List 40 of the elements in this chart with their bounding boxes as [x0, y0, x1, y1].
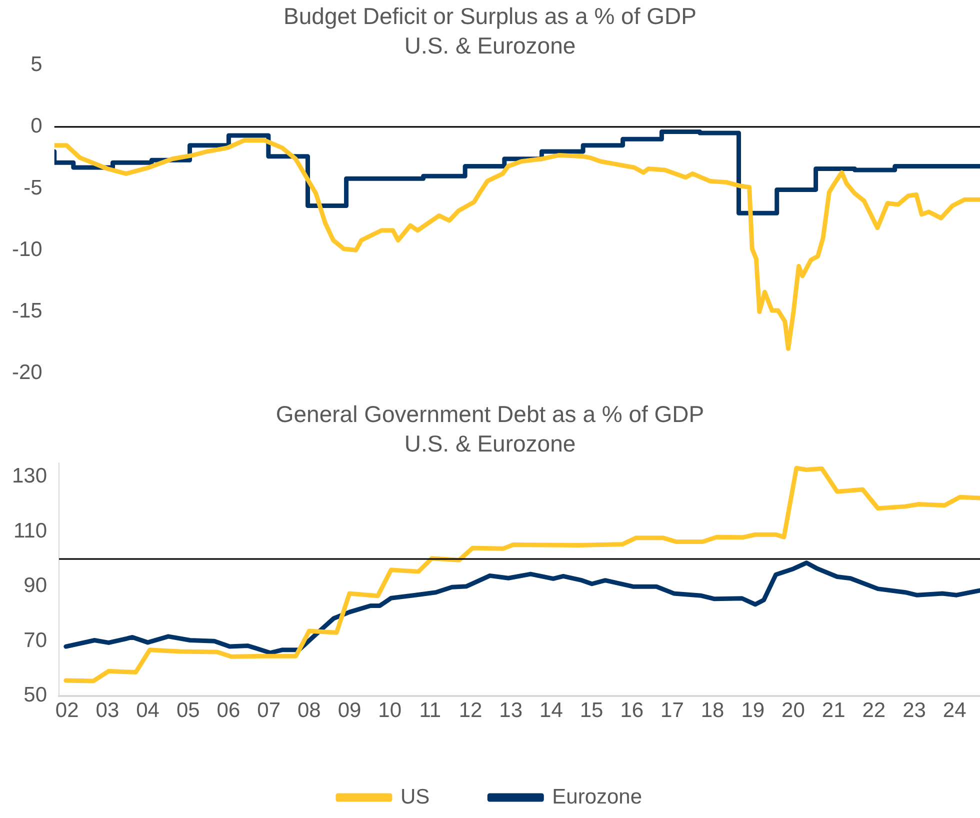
y-tick-label: 110	[14, 519, 48, 542]
x-tick-label: 02	[55, 699, 79, 722]
x-tick-label: 12	[458, 699, 482, 722]
y-tick-label: 0	[30, 114, 42, 138]
y-tick-label: 50	[24, 684, 48, 707]
y-tick-label: 5	[30, 52, 42, 76]
y-tick-label: 70	[24, 628, 48, 652]
y-tick-label: -15	[12, 300, 42, 323]
x-tick-label: 14	[540, 699, 564, 722]
chart-title: Budget Deficit or Surplus as a % of GDP	[284, 3, 696, 30]
x-tick-label: 07	[257, 699, 280, 722]
x-tick-label: 04	[136, 699, 160, 722]
x-tick-label: 19	[741, 699, 765, 722]
x-tick-label: 20	[782, 699, 805, 722]
x-tick-label: 16	[620, 699, 644, 722]
x-tick-label: 15	[580, 699, 604, 722]
x-tick-label: 17	[660, 699, 684, 722]
x-tick-label: 03	[96, 699, 120, 722]
legend-label: Eurozone	[552, 785, 642, 808]
x-tick-label: 11	[419, 699, 442, 722]
x-tick-label: 22	[862, 699, 886, 722]
chart-subtitle: U.S. & Eurozone	[404, 430, 576, 457]
chart-subtitle: U.S. & Eurozone	[404, 32, 576, 59]
chart-title: General Government Debt as a % of GDP	[276, 401, 704, 428]
x-tick-label: 13	[499, 699, 523, 722]
x-tick-label: 10	[378, 699, 402, 722]
x-tick-label: 18	[700, 699, 724, 722]
x-tick-label: 21	[822, 699, 846, 722]
y-tick-label: 130	[12, 464, 48, 488]
y-tick-label: -20	[12, 361, 42, 384]
y-tick-label: -5	[24, 176, 42, 200]
x-tick-label: 23	[902, 699, 926, 722]
y-tick-label: -10	[12, 238, 42, 261]
x-tick-label: 08	[297, 699, 321, 722]
y-tick-label: 90	[24, 574, 48, 598]
legend-label: US	[400, 785, 430, 808]
x-tick-label: 05	[176, 699, 200, 722]
x-tick-label: 06	[216, 699, 240, 722]
x-tick-label: 24	[942, 699, 967, 722]
x-tick-label: 09	[338, 699, 362, 722]
